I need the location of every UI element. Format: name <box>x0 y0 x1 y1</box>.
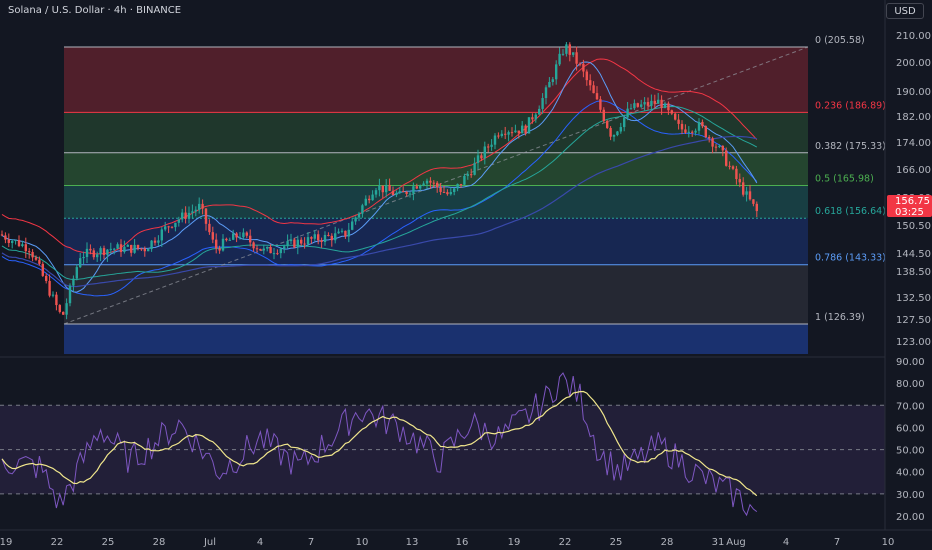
fib-level-label: 0.382 (175.33) <box>815 141 886 152</box>
price-tick: 138.50 <box>896 267 931 278</box>
time-tick: Aug <box>726 537 746 548</box>
time-tick: 16 <box>456 537 469 548</box>
price-tick: 123.00 <box>896 337 931 348</box>
time-axis: 19 22 25 28 Jul 4 7 10 13 16 19 22 25 28 31 Aug 4 7 10 <box>0 537 894 548</box>
time-tick: 7 <box>834 537 840 548</box>
indicator-bands <box>1 58 758 297</box>
price-candles <box>0 41 758 320</box>
fib-level-label: 0.618 (156.64) <box>815 206 886 217</box>
last-price-tag: 156.75 03:25 <box>887 195 932 218</box>
rsi-pane <box>0 372 885 517</box>
rsi-tick: 50.00 <box>896 446 925 457</box>
rsi-tick: 90.00 <box>896 357 925 368</box>
currency-button[interactable]: USD <box>886 3 924 19</box>
rsi-tick: 80.00 <box>896 379 925 390</box>
price-tick: 174.00 <box>896 138 931 149</box>
fib-retracement: 0 (205.58) 0.236 (186.89) 0.382 (175.33) 0.… <box>63 35 886 354</box>
time-tick: 22 <box>51 537 64 548</box>
rsi-tick: 30.00 <box>896 490 925 501</box>
fib-level-label: 0.236 (186.89) <box>815 100 886 111</box>
time-tick: 19 <box>508 537 521 548</box>
rsi-tick: 40.00 <box>896 468 925 479</box>
rsi-tick: 20.00 <box>896 512 925 523</box>
time-tick: 31 <box>712 537 725 548</box>
price-tick: 150.50 <box>896 221 931 232</box>
fib-level-label: 1 (126.39) <box>815 312 865 323</box>
time-tick: 28 <box>661 537 674 548</box>
price-tick: 132.50 <box>896 293 931 304</box>
time-tick: 22 <box>559 537 572 548</box>
time-tick: 19 <box>0 537 12 548</box>
time-tick: 7 <box>308 537 314 548</box>
last-price-value: 156.75 <box>895 196 930 207</box>
rsi-line <box>1 372 758 517</box>
price-tick: 182.00 <box>896 112 931 123</box>
countdown-value: 03:25 <box>895 207 924 218</box>
time-tick: Jul <box>203 537 216 548</box>
fib-level-label: 0.5 (165.98) <box>815 174 874 185</box>
rsi-ma-line <box>1 390 758 497</box>
fib-level-label: 0 (205.58) <box>815 35 865 46</box>
time-tick: 13 <box>406 537 419 548</box>
time-tick: 4 <box>783 537 789 548</box>
price-tick: 210.00 <box>896 31 931 42</box>
rsi-tick: 60.00 <box>896 423 925 434</box>
price-tick: 144.50 <box>896 249 931 260</box>
fib-level-label: 0.786 (143.33) <box>815 253 886 264</box>
time-tick: 25 <box>610 537 623 548</box>
price-tick: 190.00 <box>896 87 931 98</box>
rsi-tick: 70.00 <box>896 401 925 412</box>
time-tick: 4 <box>257 537 263 548</box>
price-tick: 166.00 <box>896 165 931 176</box>
time-tick: 28 <box>153 537 166 548</box>
price-tick: 127.50 <box>896 315 931 326</box>
time-tick: 10 <box>882 537 895 548</box>
time-tick: 25 <box>102 537 115 548</box>
symbol-title: Solana / U.S. Dollar · 4h · BINANCE <box>8 5 182 16</box>
time-tick: 10 <box>356 537 369 548</box>
price-tick: 200.00 <box>896 58 931 69</box>
rsi-axis: 90.00 80.00 70.00 60.00 50.00 40.00 30.00 20.00 <box>896 357 925 523</box>
